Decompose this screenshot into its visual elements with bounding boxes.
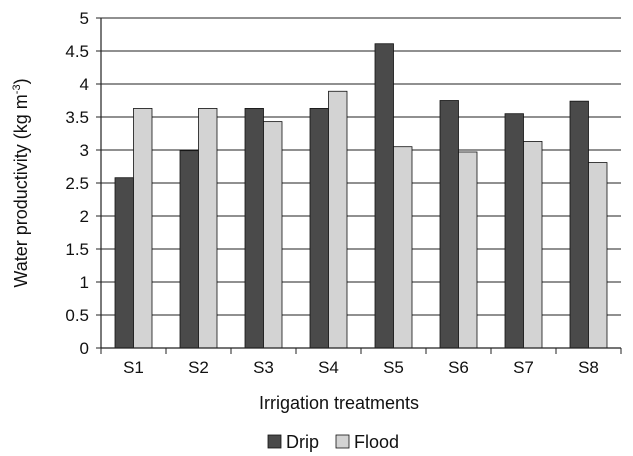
bar-flood-s1 [133, 108, 153, 349]
y-tick-label: 5 [80, 9, 89, 28]
bar-drip-s3 [244, 108, 264, 349]
bar-flood-s4 [328, 90, 348, 349]
bar-flood-s8 [588, 162, 608, 349]
y-tick-label: 4 [80, 75, 89, 94]
x-tick-labels: S1 S2 S3 S4 S5 S6 S7 S8 [123, 358, 599, 377]
bar-flood-s3 [263, 121, 283, 349]
y-tick-label: 3 [80, 141, 89, 160]
y-tick-label: 2 [80, 207, 89, 226]
bar-drip-s8 [569, 100, 589, 349]
x-tick-label: S8 [578, 358, 599, 377]
bar-drip-s2 [179, 150, 199, 349]
x-tick-label: S7 [513, 358, 534, 377]
y-tick-label: 1 [80, 273, 89, 292]
x-tick-label: S2 [188, 358, 209, 377]
legend: Drip Flood [267, 432, 399, 452]
bar-drip-s5 [374, 43, 394, 349]
bar-drip-s6 [439, 100, 459, 349]
legend-label-drip: Drip [286, 432, 319, 452]
gridlines [101, 17, 621, 316]
x-tick-label: S5 [383, 358, 404, 377]
y-axis-title: Water productivity (kg m-3) [11, 78, 31, 287]
y-tick-label: 2.5 [65, 174, 89, 193]
y-tick-label: 3.5 [65, 108, 89, 127]
y-axis-title-suffix: ) [11, 78, 31, 84]
y-tick-label: 4.5 [65, 42, 89, 61]
y-tick-label: 1.5 [65, 240, 89, 259]
bar-flood-s2 [198, 108, 218, 349]
bars [114, 43, 608, 349]
bar-flood-s5 [393, 146, 413, 349]
bar-drip-s4 [309, 108, 329, 349]
legend-swatch-flood [335, 434, 350, 449]
x-tick-label: S4 [318, 358, 339, 377]
legend-swatch-drip [267, 434, 282, 449]
bar-drip-s7 [504, 113, 524, 349]
x-tick-label: S6 [448, 358, 469, 377]
y-tick-label: 0.5 [65, 306, 89, 325]
x-axis-title: Irrigation treatments [259, 393, 419, 413]
x-tick-label: S3 [253, 358, 274, 377]
bar-flood-s7 [523, 141, 543, 349]
y-axis-title-main: Water productivity (kg m [11, 94, 31, 287]
bar-drip-s1 [114, 177, 134, 349]
y-axis-title-superscript: -3 [11, 84, 23, 94]
y-tick-labels: 0 0.5 1 1.5 2 2.5 3 3.5 4 4.5 5 [65, 9, 89, 358]
bar-flood-s6 [458, 151, 478, 349]
legend-label-flood: Flood [354, 432, 399, 452]
axes [96, 17, 622, 354]
x-tick-label: S1 [123, 358, 144, 377]
y-tick-label: 0 [80, 339, 89, 358]
